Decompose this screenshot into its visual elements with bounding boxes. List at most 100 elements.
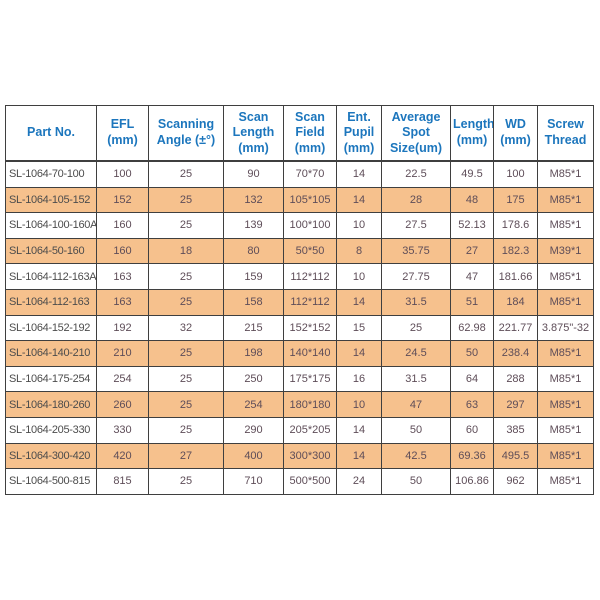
table-row: SL-1064-175-254 254 25 250 175*175 16 31.5 64 28… (5, 365, 594, 393)
value-cell: 25 (148, 263, 224, 290)
value-cell: 260 (96, 391, 149, 418)
value-cell: 163 (96, 288, 149, 316)
column-header: Scanning Angle (±°) (148, 105, 224, 162)
value-cell: 25 (381, 314, 451, 342)
column-header: EFL (mm) (96, 105, 149, 162)
part-no-cell: SL-1064-50-160 (5, 237, 97, 265)
table-row: SL-1064-50-160 160 18 80 50*50 8 35.75 27 182.3 M… (5, 237, 594, 265)
part-no-cell: SL-1064-140-210 (5, 340, 97, 367)
value-cell: M85*1 (537, 288, 594, 316)
value-cell: 221.77 (493, 314, 538, 342)
table-row: SL-1064-70-100 100 25 90 70*70 14 22.5 49.5 100 M… (5, 160, 594, 188)
column-header: Scan Field (mm) (283, 105, 337, 162)
part-no-cell: SL-1064-105-152 (5, 186, 97, 214)
table-row: SL-1064-152-192 192 32 215 152*152 15 25 62.98 2… (5, 314, 594, 342)
value-cell: 290 (223, 416, 284, 444)
value-cell: 163 (96, 263, 149, 290)
value-cell: 80 (223, 237, 284, 265)
part-no-cell: SL-1064-100-160A (5, 212, 97, 239)
column-header: Ent. Pupil (mm) (336, 105, 382, 162)
value-cell: 210 (96, 340, 149, 367)
value-cell: 192 (96, 314, 149, 342)
value-cell: 175*175 (283, 365, 337, 393)
part-no-cell: SL-1064-500-815 (5, 468, 97, 495)
part-no-cell: SL-1064-175-254 (5, 365, 97, 393)
table-row: SL-1064-140-210 210 25 198 140*140 14 24.5 50 23… (5, 340, 594, 367)
value-cell: M85*1 (537, 340, 594, 367)
value-cell: 10 (336, 212, 382, 239)
value-cell: 152 (96, 186, 149, 214)
value-cell: 100*100 (283, 212, 337, 239)
table-row: SL-1064-500-815 815 25 710 500*500 24 50 106.86… (5, 468, 594, 495)
value-cell: 300*300 (283, 442, 337, 470)
value-cell: 14 (336, 186, 382, 214)
value-cell: 184 (493, 288, 538, 316)
table-row: SL-1064-112-163A 163 25 159 112*112 10 27.75 47… (5, 263, 594, 290)
scan-lens-spec-table: Part No. EFL (mm) Scanning Angle (±°) Scan … (5, 105, 594, 495)
value-cell: 158 (223, 288, 284, 316)
value-cell: 159 (223, 263, 284, 290)
value-cell: 288 (493, 365, 538, 393)
table-row: SL-1064-205-330 330 25 290 205*205 14 50 60 385 M… (5, 416, 594, 444)
value-cell: M85*1 (537, 365, 594, 393)
value-cell: 49.5 (450, 160, 494, 188)
value-cell: 106.86 (450, 468, 494, 495)
value-cell: 62.98 (450, 314, 494, 342)
value-cell: 250 (223, 365, 284, 393)
column-header: Scan Length (mm) (223, 105, 284, 162)
value-cell: 181.66 (493, 263, 538, 290)
value-cell: 25 (148, 340, 224, 367)
value-cell: 50 (381, 468, 451, 495)
value-cell: 48 (450, 186, 494, 214)
value-cell: 16 (336, 365, 382, 393)
value-cell: 50*50 (283, 237, 337, 265)
table-row: SL-1064-300-420 420 27 400 300*300 14 42.5 69.3… (5, 442, 594, 470)
value-cell: 205*205 (283, 416, 337, 444)
value-cell: M85*1 (537, 416, 594, 444)
value-cell: 962 (493, 468, 538, 495)
value-cell: 10 (336, 263, 382, 290)
value-cell: 10 (336, 391, 382, 418)
table-header: Part No. EFL (mm) Scanning Angle (±°) Scan … (5, 105, 594, 162)
value-cell: 8 (336, 237, 382, 265)
value-cell: 50 (450, 340, 494, 367)
value-cell: 112*112 (283, 263, 337, 290)
value-cell: 710 (223, 468, 284, 495)
part-no-cell: SL-1064-112-163A (5, 263, 97, 290)
value-cell: 27 (450, 237, 494, 265)
value-cell: 198 (223, 340, 284, 367)
value-cell: 27.75 (381, 263, 451, 290)
value-cell: 815 (96, 468, 149, 495)
table-row: SL-1064-180-260 260 25 254 180*180 10 47 63 297 M… (5, 391, 594, 418)
value-cell: 51 (450, 288, 494, 316)
table-row: SL-1064-112-163 163 25 158 112*112 14 31.5 51 18… (5, 288, 594, 316)
value-cell: 14 (336, 340, 382, 367)
value-cell: 31.5 (381, 288, 451, 316)
value-cell: 385 (493, 416, 538, 444)
value-cell: 25 (148, 288, 224, 316)
value-cell: 139 (223, 212, 284, 239)
value-cell: 182.3 (493, 237, 538, 265)
value-cell: M85*1 (537, 160, 594, 188)
value-cell: 90 (223, 160, 284, 188)
part-no-cell: SL-1064-152-192 (5, 314, 97, 342)
value-cell: M85*1 (537, 186, 594, 214)
column-header: Average Spot Size(um) (381, 105, 451, 162)
value-cell: 140*140 (283, 340, 337, 367)
value-cell: M85*1 (537, 263, 594, 290)
value-cell: 238.4 (493, 340, 538, 367)
value-cell: 60 (450, 416, 494, 444)
value-cell: 25 (148, 186, 224, 214)
part-no-cell: SL-1064-70-100 (5, 160, 97, 188)
value-cell: 69.36 (450, 442, 494, 470)
value-cell: 215 (223, 314, 284, 342)
value-cell: 178.6 (493, 212, 538, 239)
value-cell: 35.75 (381, 237, 451, 265)
table-body: SL-1064-70-100 100 25 90 70*70 14 22.5 49.5 100 M… (5, 160, 594, 495)
header-row: Part No. EFL (mm) Scanning Angle (±°) Scan … (5, 105, 594, 162)
value-cell: 70*70 (283, 160, 337, 188)
value-cell: 160 (96, 237, 149, 265)
value-cell: 31.5 (381, 365, 451, 393)
column-header: Length (mm) (450, 105, 494, 162)
